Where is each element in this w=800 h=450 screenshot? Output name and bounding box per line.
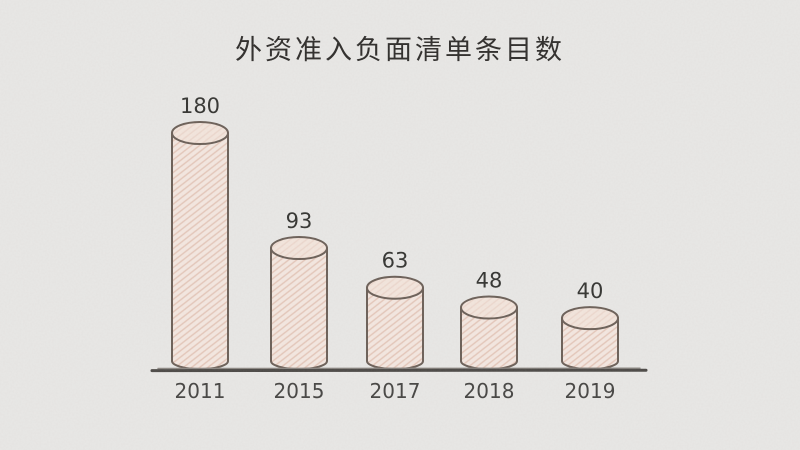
cylinder-bar-2011 (171, 121, 229, 370)
category-label-2017: 2017 (370, 379, 421, 403)
value-label-2017: 63 (382, 249, 409, 273)
category-label-2018: 2018 (464, 379, 515, 403)
category-label-2019: 2019 (565, 379, 616, 403)
cylinder-top-rim (366, 275, 424, 300)
cylinder-bar-2019 (561, 306, 619, 370)
cylinder-body (271, 248, 327, 369)
value-label-2019: 40 (577, 279, 604, 303)
cylinder-bar-2015 (270, 236, 328, 370)
cylinder-bar-2018 (460, 295, 518, 370)
cylinder-body (172, 133, 228, 369)
cylinder-top-rim (561, 306, 619, 331)
cylinder-body (367, 287, 423, 369)
category-label-2011: 2011 (175, 379, 226, 403)
cylinder-top-rim (270, 236, 328, 261)
value-label-2015: 93 (286, 209, 313, 233)
value-label-2011: 180 (180, 94, 220, 118)
value-label-2018: 48 (476, 269, 503, 293)
cylinder-top-rim (171, 121, 229, 145)
category-label-2015: 2015 (274, 379, 325, 403)
cylinder-bar-2017 (366, 275, 424, 370)
cylinder-top-rim (460, 295, 518, 320)
